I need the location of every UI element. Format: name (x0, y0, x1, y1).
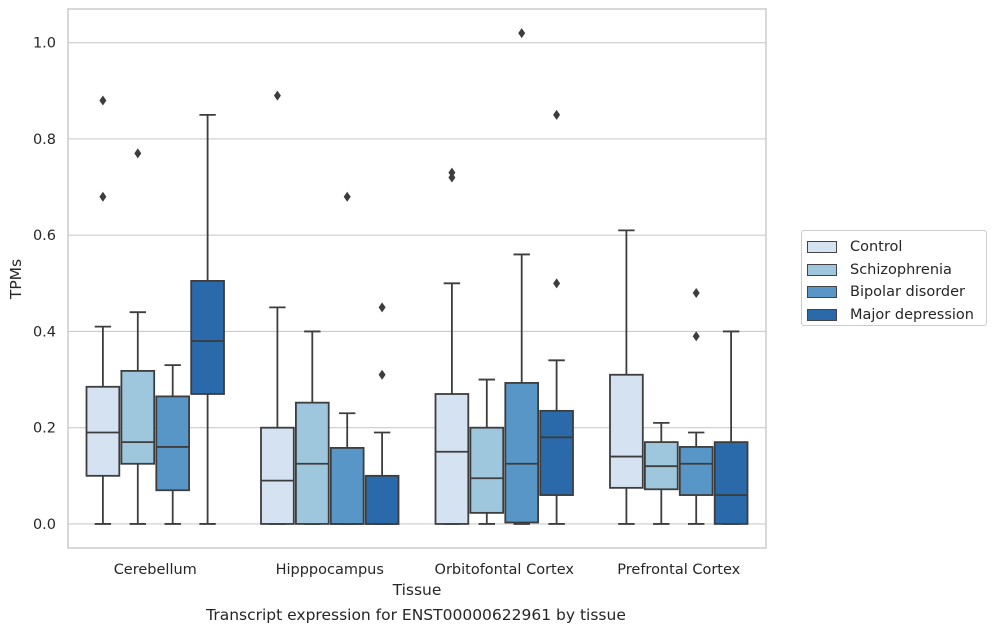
x-tick-label: Cerebellum (114, 562, 197, 578)
box-1-0 (260, 90, 295, 525)
x-tick-label: Orbitofontal Cortex (435, 562, 575, 578)
outlier-point (273, 90, 281, 101)
x-tick-label: Hipppocampus (276, 562, 384, 578)
outlier-point (692, 331, 700, 342)
legend-item-control: Control (807, 236, 986, 259)
box-body (434, 393, 470, 525)
box-body (539, 409, 574, 496)
outlier-point (553, 109, 561, 120)
legend-swatch (807, 308, 837, 321)
legend-label: Schizophrenia (850, 261, 952, 278)
legend-item-schizophrenia: Schizophrenia (807, 259, 986, 282)
box-2-3 (539, 109, 574, 525)
outlier-point (378, 369, 386, 380)
y-tick-label: 0.8 (33, 132, 56, 148)
outlier-point (692, 287, 700, 298)
outlier-point (553, 278, 561, 289)
legend-swatch (807, 241, 837, 254)
box-body (120, 369, 156, 465)
box-body (329, 446, 365, 525)
y-tick-labels: 0.0 0.2 0.4 0.6 0.8 1.0 (33, 36, 56, 533)
y-tick-label: 0.6 (33, 228, 56, 244)
box-body (190, 280, 225, 395)
outlier-point (99, 191, 107, 202)
outlier-point (378, 302, 386, 313)
box-body (155, 395, 191, 492)
box-body (713, 441, 749, 525)
box-body (469, 426, 505, 514)
x-axis-label: Tissue (392, 581, 442, 599)
legend-label: Control (850, 239, 903, 256)
outlier-point (343, 191, 351, 202)
legend-label: Major depression (850, 306, 974, 323)
box-body (85, 385, 121, 477)
box-body (609, 373, 644, 489)
box-1-3 (364, 302, 400, 525)
x-tick-label: Prefrontal Cortex (617, 562, 740, 578)
legend: Control Schizophrenia Bipolar disorder M… (801, 230, 987, 326)
legend-swatch (807, 263, 837, 276)
box-3-2 (678, 287, 714, 525)
box-2-1 (469, 378, 505, 525)
y-tick-label: 0.0 (33, 517, 56, 533)
box-0-1 (120, 148, 156, 525)
outlier-point (518, 28, 526, 39)
boxes (85, 28, 749, 525)
x-tick-labels: Cerebellum Hipppocampus Orbitofontal Corte… (114, 562, 741, 578)
legend-swatch (807, 286, 837, 299)
box-2-0 (434, 167, 470, 525)
box-0-2 (155, 364, 191, 525)
y-axis-label: TPMs (7, 259, 25, 300)
chart-caption: Transcript expression for ENST0000062296… (206, 606, 626, 624)
box-body (504, 382, 540, 524)
legend-item-major-depression: Major depression (807, 304, 986, 327)
box-body (260, 426, 295, 525)
box-body (364, 474, 400, 525)
outlier-point (134, 148, 142, 159)
legend-item-bipolar-disorder: Bipolar disorder (807, 281, 986, 304)
box-body (678, 446, 714, 496)
box-3-1 (643, 421, 679, 525)
box-3-3 (713, 330, 749, 525)
box-2-2 (504, 28, 540, 525)
outlier-point (99, 95, 107, 106)
y-tick-label: 0.4 (33, 324, 56, 340)
box-1-2 (329, 191, 365, 525)
y-tick-label: 0.2 (33, 421, 56, 437)
box-3-0 (609, 229, 644, 525)
y-tick-label: 1.0 (33, 36, 56, 52)
legend-label: Bipolar disorder (850, 284, 965, 301)
outlier-point (448, 167, 456, 178)
box-0-0 (85, 95, 121, 525)
box-1-1 (294, 330, 330, 525)
box-0-3 (190, 113, 225, 525)
